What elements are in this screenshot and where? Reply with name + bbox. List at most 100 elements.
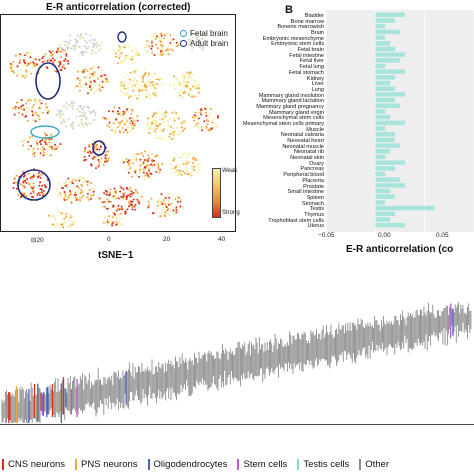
tsne-point — [14, 181, 17, 184]
tsne-point — [65, 213, 68, 215]
tsne-point — [153, 54, 156, 56]
tsne-point — [199, 45, 202, 48]
tsne-point — [115, 52, 117, 55]
tsne-point — [80, 189, 83, 192]
tsne-point — [40, 107, 43, 110]
tsne-point — [78, 82, 81, 85]
tsne-point — [132, 127, 135, 130]
tsne-point — [102, 201, 105, 204]
tsne-point — [41, 184, 44, 187]
tsne-point — [147, 200, 150, 203]
tsne-point — [141, 77, 144, 80]
tsne-point — [191, 167, 194, 170]
tsne-point — [115, 223, 118, 226]
tsne-point — [60, 69, 63, 71]
tsne-point — [145, 85, 148, 88]
tsne-point — [30, 145, 33, 147]
tsne-point — [147, 127, 150, 130]
bar-category-label: Fetal liver — [299, 58, 324, 65]
tsne-point — [104, 200, 107, 203]
tsne-point — [197, 122, 200, 125]
tsne-point — [62, 49, 64, 52]
anticorrelation-bar — [375, 200, 386, 205]
anticorrelation-bar — [375, 114, 391, 120]
tsne-point — [23, 192, 26, 195]
tsne-point — [22, 59, 25, 62]
tsne-point — [173, 213, 176, 216]
tsne-point — [38, 58, 41, 61]
tsne-point — [73, 221, 76, 224]
tsne-point — [50, 223, 53, 226]
tsne-point — [152, 112, 155, 115]
tsne-point — [108, 194, 110, 197]
tsne-point — [41, 57, 44, 60]
tsne-point — [89, 34, 92, 37]
tsne-point — [77, 104, 80, 107]
tsne-point — [116, 110, 119, 113]
legend-label: CNS neurons — [8, 458, 66, 470]
tsne-point — [27, 107, 30, 110]
tsne-point — [93, 79, 96, 82]
tsne-point — [147, 204, 150, 206]
tsne-point — [108, 121, 111, 124]
tsne-point — [131, 109, 134, 112]
tsne-point — [151, 40, 154, 43]
bar-x-axis-label: E-R anticorrelation (co — [346, 244, 454, 255]
tsne-point — [182, 129, 185, 132]
tsne-point — [130, 165, 133, 168]
legend-label: Oligodendrocytes — [153, 458, 228, 470]
tsne-point — [161, 129, 164, 132]
tsne-point — [131, 84, 134, 87]
tsne-point — [79, 106, 82, 109]
tsne-point — [174, 88, 177, 91]
tsne-point — [196, 125, 199, 128]
tsne-point — [29, 99, 32, 102]
tsne-point — [184, 159, 187, 162]
tsne-point — [118, 45, 121, 48]
tsne-point — [96, 148, 99, 151]
expression-distribution-plot — [1, 301, 472, 423]
tsne-point — [108, 200, 110, 203]
tsne-point — [158, 78, 161, 81]
tsne-point — [78, 176, 81, 179]
bar-category-label: Bladder — [304, 13, 324, 19]
tsne-point — [167, 203, 170, 206]
tsne-point — [70, 126, 73, 129]
tsne-point — [180, 198, 182, 201]
tsne-point — [152, 35, 155, 38]
anticorrelation-bar — [375, 188, 391, 194]
tsne-point — [123, 46, 126, 49]
tsne-point — [42, 189, 45, 192]
bar-category-label: Trophoblast stem cells — [268, 217, 324, 224]
tsne-point — [201, 37, 204, 40]
tsne-point — [40, 149, 43, 152]
tsne-point — [86, 192, 89, 195]
legend-label: Stem cells — [243, 458, 288, 470]
tsne-point — [181, 207, 184, 210]
tsne-point — [159, 215, 162, 218]
tsne-point — [197, 117, 200, 120]
tsne-point — [169, 117, 172, 120]
tsne-point — [196, 170, 199, 173]
tsne-point — [19, 107, 22, 110]
tsne-point — [100, 47, 103, 50]
bar-category-label: Ovary — [309, 160, 324, 167]
anticorrelation-bar — [375, 86, 396, 91]
tsne-point — [174, 165, 177, 168]
tsne-point — [51, 50, 54, 53]
tsne-point — [65, 44, 68, 47]
tsne-point — [182, 205, 185, 208]
tsne-point — [203, 120, 206, 123]
tsne-point — [98, 88, 101, 91]
tsne-point — [69, 216, 72, 219]
tsne-point — [128, 200, 131, 203]
tsne-point — [55, 147, 58, 150]
tsne-point — [89, 85, 91, 87]
anticorrelation-bar — [375, 154, 386, 160]
tsne-point — [172, 209, 175, 212]
tsne-point — [169, 204, 172, 207]
tsne-point — [188, 38, 190, 41]
tsne-point — [124, 123, 126, 126]
tsne-point — [131, 208, 134, 211]
tsne-point — [45, 134, 48, 137]
